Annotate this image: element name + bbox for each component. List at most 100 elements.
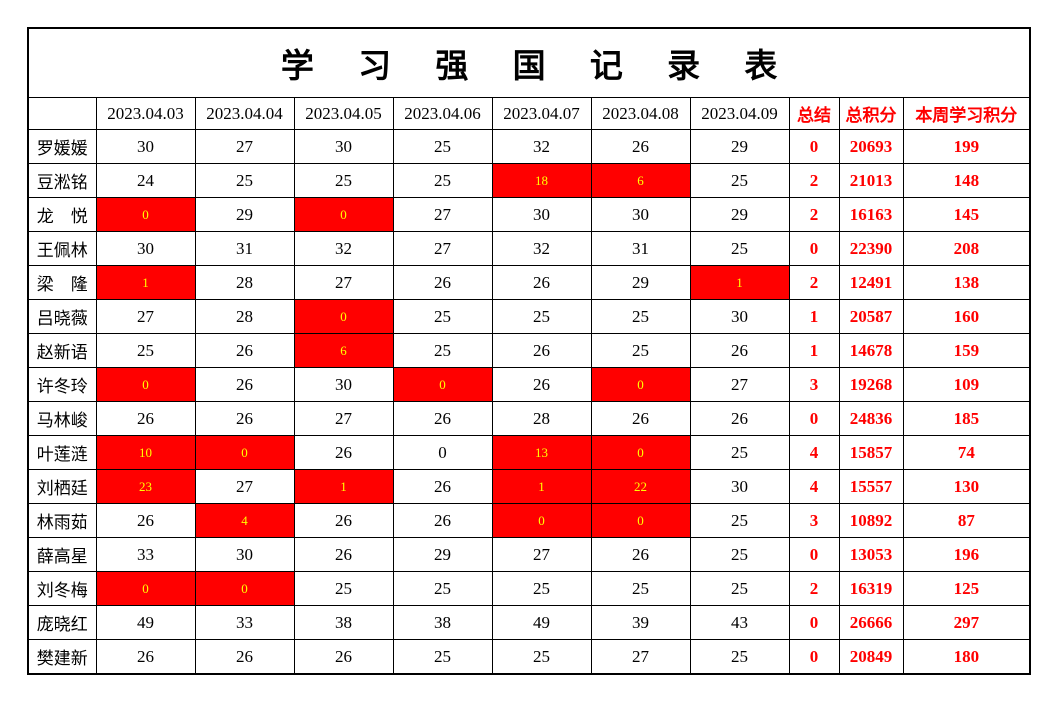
week-points-cell: 130 bbox=[902, 469, 1031, 504]
score-cell: 25 bbox=[293, 163, 394, 198]
score-cell: 31 bbox=[590, 231, 691, 266]
score-cell: 25 bbox=[689, 639, 790, 675]
score-cell: 26 bbox=[491, 265, 592, 300]
student-name: 梁 隆 bbox=[27, 265, 97, 300]
score-cell: 27 bbox=[590, 639, 691, 675]
score-cell-highlighted: 0 bbox=[590, 367, 691, 402]
score-cell: 25 bbox=[194, 163, 295, 198]
total-points-cell: 16163 bbox=[838, 197, 904, 232]
student-name: 叶莲涟 bbox=[27, 435, 97, 470]
score-cell: 25 bbox=[689, 537, 790, 572]
score-cell: 26 bbox=[590, 537, 691, 572]
column-header-date-3: 2023.04.05 bbox=[293, 97, 394, 130]
total-points-cell: 12491 bbox=[838, 265, 904, 300]
score-cell: 26 bbox=[392, 469, 493, 504]
score-cell: 25 bbox=[392, 129, 493, 164]
score-cell-highlighted: 1 bbox=[689, 265, 790, 300]
table-row: 梁 隆 1 28 27 26 26 29 1 2 12491 138 bbox=[27, 265, 1031, 300]
score-cell: 25 bbox=[392, 639, 493, 675]
summary-count-cell: 2 bbox=[788, 571, 840, 606]
score-cell-highlighted: 6 bbox=[293, 333, 394, 368]
student-name: 罗媛媛 bbox=[27, 129, 97, 164]
table-body: 罗媛媛 30 27 30 25 32 26 29 0 20693 199 豆淞铭 24 25 25 25 18 6… bbox=[27, 129, 1031, 675]
score-cell: 26 bbox=[194, 401, 295, 436]
score-cell: 29 bbox=[392, 537, 493, 572]
table-row: 庞晓红 49 33 38 38 49 39 43 0 26666 297 bbox=[27, 605, 1031, 640]
column-header-summary: 总结 bbox=[788, 97, 840, 130]
score-cell: 27 bbox=[293, 265, 394, 300]
summary-count-cell: 2 bbox=[788, 265, 840, 300]
table-row: 赵新语 25 26 6 25 26 25 26 1 14678 159 bbox=[27, 333, 1031, 368]
score-cell: 25 bbox=[689, 503, 790, 538]
score-cell: 26 bbox=[491, 367, 592, 402]
total-points-cell: 16319 bbox=[838, 571, 904, 606]
score-cell-highlighted: 0 bbox=[392, 367, 493, 402]
score-cell: 26 bbox=[590, 401, 691, 436]
score-cell-highlighted: 1 bbox=[293, 469, 394, 504]
score-cell: 29 bbox=[689, 129, 790, 164]
score-cell: 27 bbox=[689, 367, 790, 402]
table-row: 王佩林 30 31 32 27 32 31 25 0 22390 208 bbox=[27, 231, 1031, 266]
score-cell: 27 bbox=[392, 197, 493, 232]
week-points-cell: 145 bbox=[902, 197, 1031, 232]
week-points-cell: 180 bbox=[902, 639, 1031, 675]
table-row: 樊建新 26 26 26 25 25 27 25 0 20849 180 bbox=[27, 639, 1031, 675]
summary-count-cell: 0 bbox=[788, 605, 840, 640]
score-cell: 26 bbox=[194, 639, 295, 675]
score-cell: 26 bbox=[293, 435, 394, 470]
student-name: 马林峻 bbox=[27, 401, 97, 436]
corner-header-cell bbox=[27, 97, 97, 130]
week-points-cell: 199 bbox=[902, 129, 1031, 164]
score-cell: 27 bbox=[194, 129, 295, 164]
header-row: 2023.04.03 2023.04.04 2023.04.05 2023.04.06… bbox=[27, 97, 1031, 130]
summary-count-cell: 1 bbox=[788, 299, 840, 334]
student-name: 龙 悦 bbox=[27, 197, 97, 232]
summary-count-cell: 4 bbox=[788, 469, 840, 504]
score-cell: 30 bbox=[95, 129, 196, 164]
total-points-cell: 26666 bbox=[838, 605, 904, 640]
student-name: 豆淞铭 bbox=[27, 163, 97, 198]
score-cell: 32 bbox=[293, 231, 394, 266]
total-points-cell: 13053 bbox=[838, 537, 904, 572]
week-points-cell: 208 bbox=[902, 231, 1031, 266]
student-name: 赵新语 bbox=[27, 333, 97, 368]
table-row: 薛高星 33 30 26 29 27 26 25 0 13053 196 bbox=[27, 537, 1031, 572]
score-cell-highlighted: 23 bbox=[95, 469, 196, 504]
score-cell: 25 bbox=[590, 333, 691, 368]
student-name: 王佩林 bbox=[27, 231, 97, 266]
score-cell: 39 bbox=[590, 605, 691, 640]
summary-count-cell: 3 bbox=[788, 367, 840, 402]
score-cell: 28 bbox=[491, 401, 592, 436]
score-cell-highlighted: 0 bbox=[95, 571, 196, 606]
score-cell: 26 bbox=[293, 639, 394, 675]
week-points-cell: 138 bbox=[902, 265, 1031, 300]
total-points-cell: 24836 bbox=[838, 401, 904, 436]
score-cell: 25 bbox=[689, 163, 790, 198]
score-cell-highlighted: 0 bbox=[590, 435, 691, 470]
score-cell-highlighted: 1 bbox=[491, 469, 592, 504]
week-points-cell: 297 bbox=[902, 605, 1031, 640]
score-cell: 27 bbox=[95, 299, 196, 334]
score-cell: 30 bbox=[194, 537, 295, 572]
student-name: 薛高星 bbox=[27, 537, 97, 572]
student-name: 刘冬梅 bbox=[27, 571, 97, 606]
score-cell-highlighted: 6 bbox=[590, 163, 691, 198]
score-cell: 38 bbox=[293, 605, 394, 640]
score-cell: 25 bbox=[689, 231, 790, 266]
score-cell: 26 bbox=[194, 333, 295, 368]
total-points-cell: 15557 bbox=[838, 469, 904, 504]
score-cell-highlighted: 0 bbox=[194, 435, 295, 470]
score-cell-highlighted: 0 bbox=[590, 503, 691, 538]
score-cell: 32 bbox=[491, 231, 592, 266]
column-header-date-2: 2023.04.04 bbox=[194, 97, 295, 130]
student-name: 樊建新 bbox=[27, 639, 97, 675]
summary-count-cell: 1 bbox=[788, 333, 840, 368]
score-cell: 25 bbox=[293, 571, 394, 606]
score-cell: 25 bbox=[392, 333, 493, 368]
score-cell: 0 bbox=[392, 435, 493, 470]
week-points-cell: 159 bbox=[902, 333, 1031, 368]
score-cell: 33 bbox=[95, 537, 196, 572]
score-cell: 31 bbox=[194, 231, 295, 266]
student-name: 庞晓红 bbox=[27, 605, 97, 640]
score-cell: 27 bbox=[392, 231, 493, 266]
